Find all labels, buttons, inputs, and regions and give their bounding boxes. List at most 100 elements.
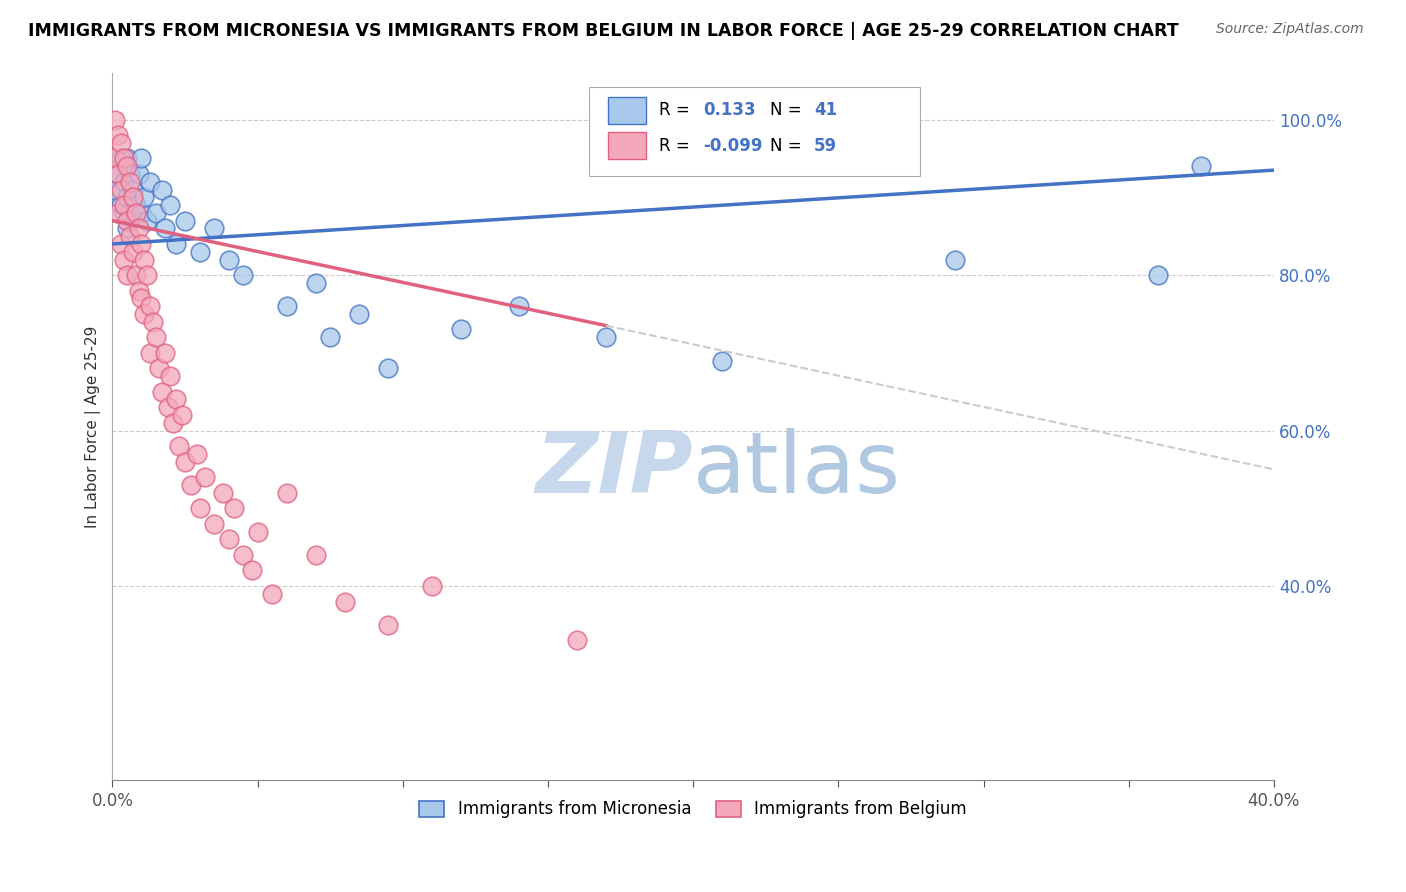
- Point: [150, 384, 173, 399]
- Text: R =: R =: [659, 102, 690, 120]
- Point: [224, 501, 246, 516]
- Point: [104, 152, 127, 166]
- Point: [112, 175, 135, 189]
- Point: [115, 152, 138, 166]
- Point: [104, 183, 127, 197]
- Point: [131, 237, 153, 252]
- Point: [139, 175, 162, 189]
- Point: [377, 617, 399, 632]
- Point: [153, 346, 176, 360]
- Text: 0.133: 0.133: [703, 102, 756, 120]
- Point: [508, 299, 530, 313]
- Point: [211, 485, 233, 500]
- Point: [139, 299, 162, 313]
- Point: [136, 213, 159, 227]
- Point: [165, 392, 187, 407]
- Point: [121, 183, 143, 197]
- Point: [134, 190, 156, 204]
- FancyBboxPatch shape: [589, 87, 920, 176]
- Point: [188, 244, 211, 259]
- Point: [180, 478, 202, 492]
- Point: [134, 252, 156, 267]
- Point: [420, 579, 443, 593]
- Point: [139, 346, 162, 360]
- Point: [174, 455, 197, 469]
- Point: [305, 276, 328, 290]
- Point: [124, 206, 146, 220]
- Point: [246, 524, 269, 539]
- Y-axis label: In Labor Force | Age 25-29: In Labor Force | Age 25-29: [86, 326, 101, 528]
- Point: [118, 167, 141, 181]
- Point: [145, 206, 167, 220]
- Point: [174, 213, 197, 227]
- Point: [104, 112, 127, 127]
- Point: [131, 206, 153, 220]
- Point: [349, 307, 371, 321]
- Point: [110, 183, 132, 197]
- Point: [232, 268, 254, 282]
- Point: [162, 416, 184, 430]
- Point: [218, 252, 240, 267]
- Point: [107, 167, 129, 181]
- Point: [202, 516, 225, 531]
- Point: [218, 533, 240, 547]
- Point: [333, 594, 356, 608]
- Point: [115, 221, 138, 235]
- Point: [165, 237, 187, 252]
- Point: [124, 198, 146, 212]
- Point: [107, 128, 129, 143]
- Point: [115, 190, 138, 204]
- Point: [188, 501, 211, 516]
- Point: [110, 198, 132, 212]
- Point: [128, 167, 150, 181]
- Point: [1146, 268, 1168, 282]
- Point: [305, 548, 328, 562]
- Point: [136, 268, 159, 282]
- Point: [110, 237, 132, 252]
- Text: R =: R =: [659, 136, 690, 155]
- Point: [159, 369, 181, 384]
- Point: [112, 152, 135, 166]
- Point: [159, 198, 181, 212]
- Point: [112, 252, 135, 267]
- Text: N =: N =: [770, 102, 801, 120]
- Point: [115, 268, 138, 282]
- Point: [121, 190, 143, 204]
- Point: [276, 485, 298, 500]
- Point: [595, 330, 617, 344]
- Point: [262, 587, 284, 601]
- Point: [118, 206, 141, 220]
- Point: [156, 401, 179, 415]
- Point: [145, 330, 167, 344]
- Point: [134, 307, 156, 321]
- Point: [276, 299, 298, 313]
- Point: [450, 322, 472, 336]
- Point: [118, 175, 141, 189]
- Point: [107, 206, 129, 220]
- Point: [115, 213, 138, 227]
- Text: 41: 41: [814, 102, 837, 120]
- Point: [128, 284, 150, 298]
- Text: IMMIGRANTS FROM MICRONESIA VS IMMIGRANTS FROM BELGIUM IN LABOR FORCE | AGE 25-29: IMMIGRANTS FROM MICRONESIA VS IMMIGRANTS…: [28, 22, 1178, 40]
- Point: [112, 206, 135, 220]
- Point: [943, 252, 966, 267]
- Point: [377, 361, 399, 376]
- Point: [110, 136, 132, 150]
- Point: [150, 183, 173, 197]
- Point: [115, 159, 138, 173]
- Text: N =: N =: [770, 136, 801, 155]
- Point: [118, 229, 141, 244]
- Point: [148, 361, 170, 376]
- Point: [167, 439, 190, 453]
- Point: [128, 221, 150, 235]
- Point: [202, 221, 225, 235]
- Point: [107, 167, 129, 181]
- Point: [172, 408, 194, 422]
- Point: [121, 244, 143, 259]
- FancyBboxPatch shape: [609, 132, 645, 160]
- Point: [194, 470, 217, 484]
- Point: [186, 447, 208, 461]
- FancyBboxPatch shape: [609, 97, 645, 124]
- Point: [112, 198, 135, 212]
- Text: Source: ZipAtlas.com: Source: ZipAtlas.com: [1216, 22, 1364, 37]
